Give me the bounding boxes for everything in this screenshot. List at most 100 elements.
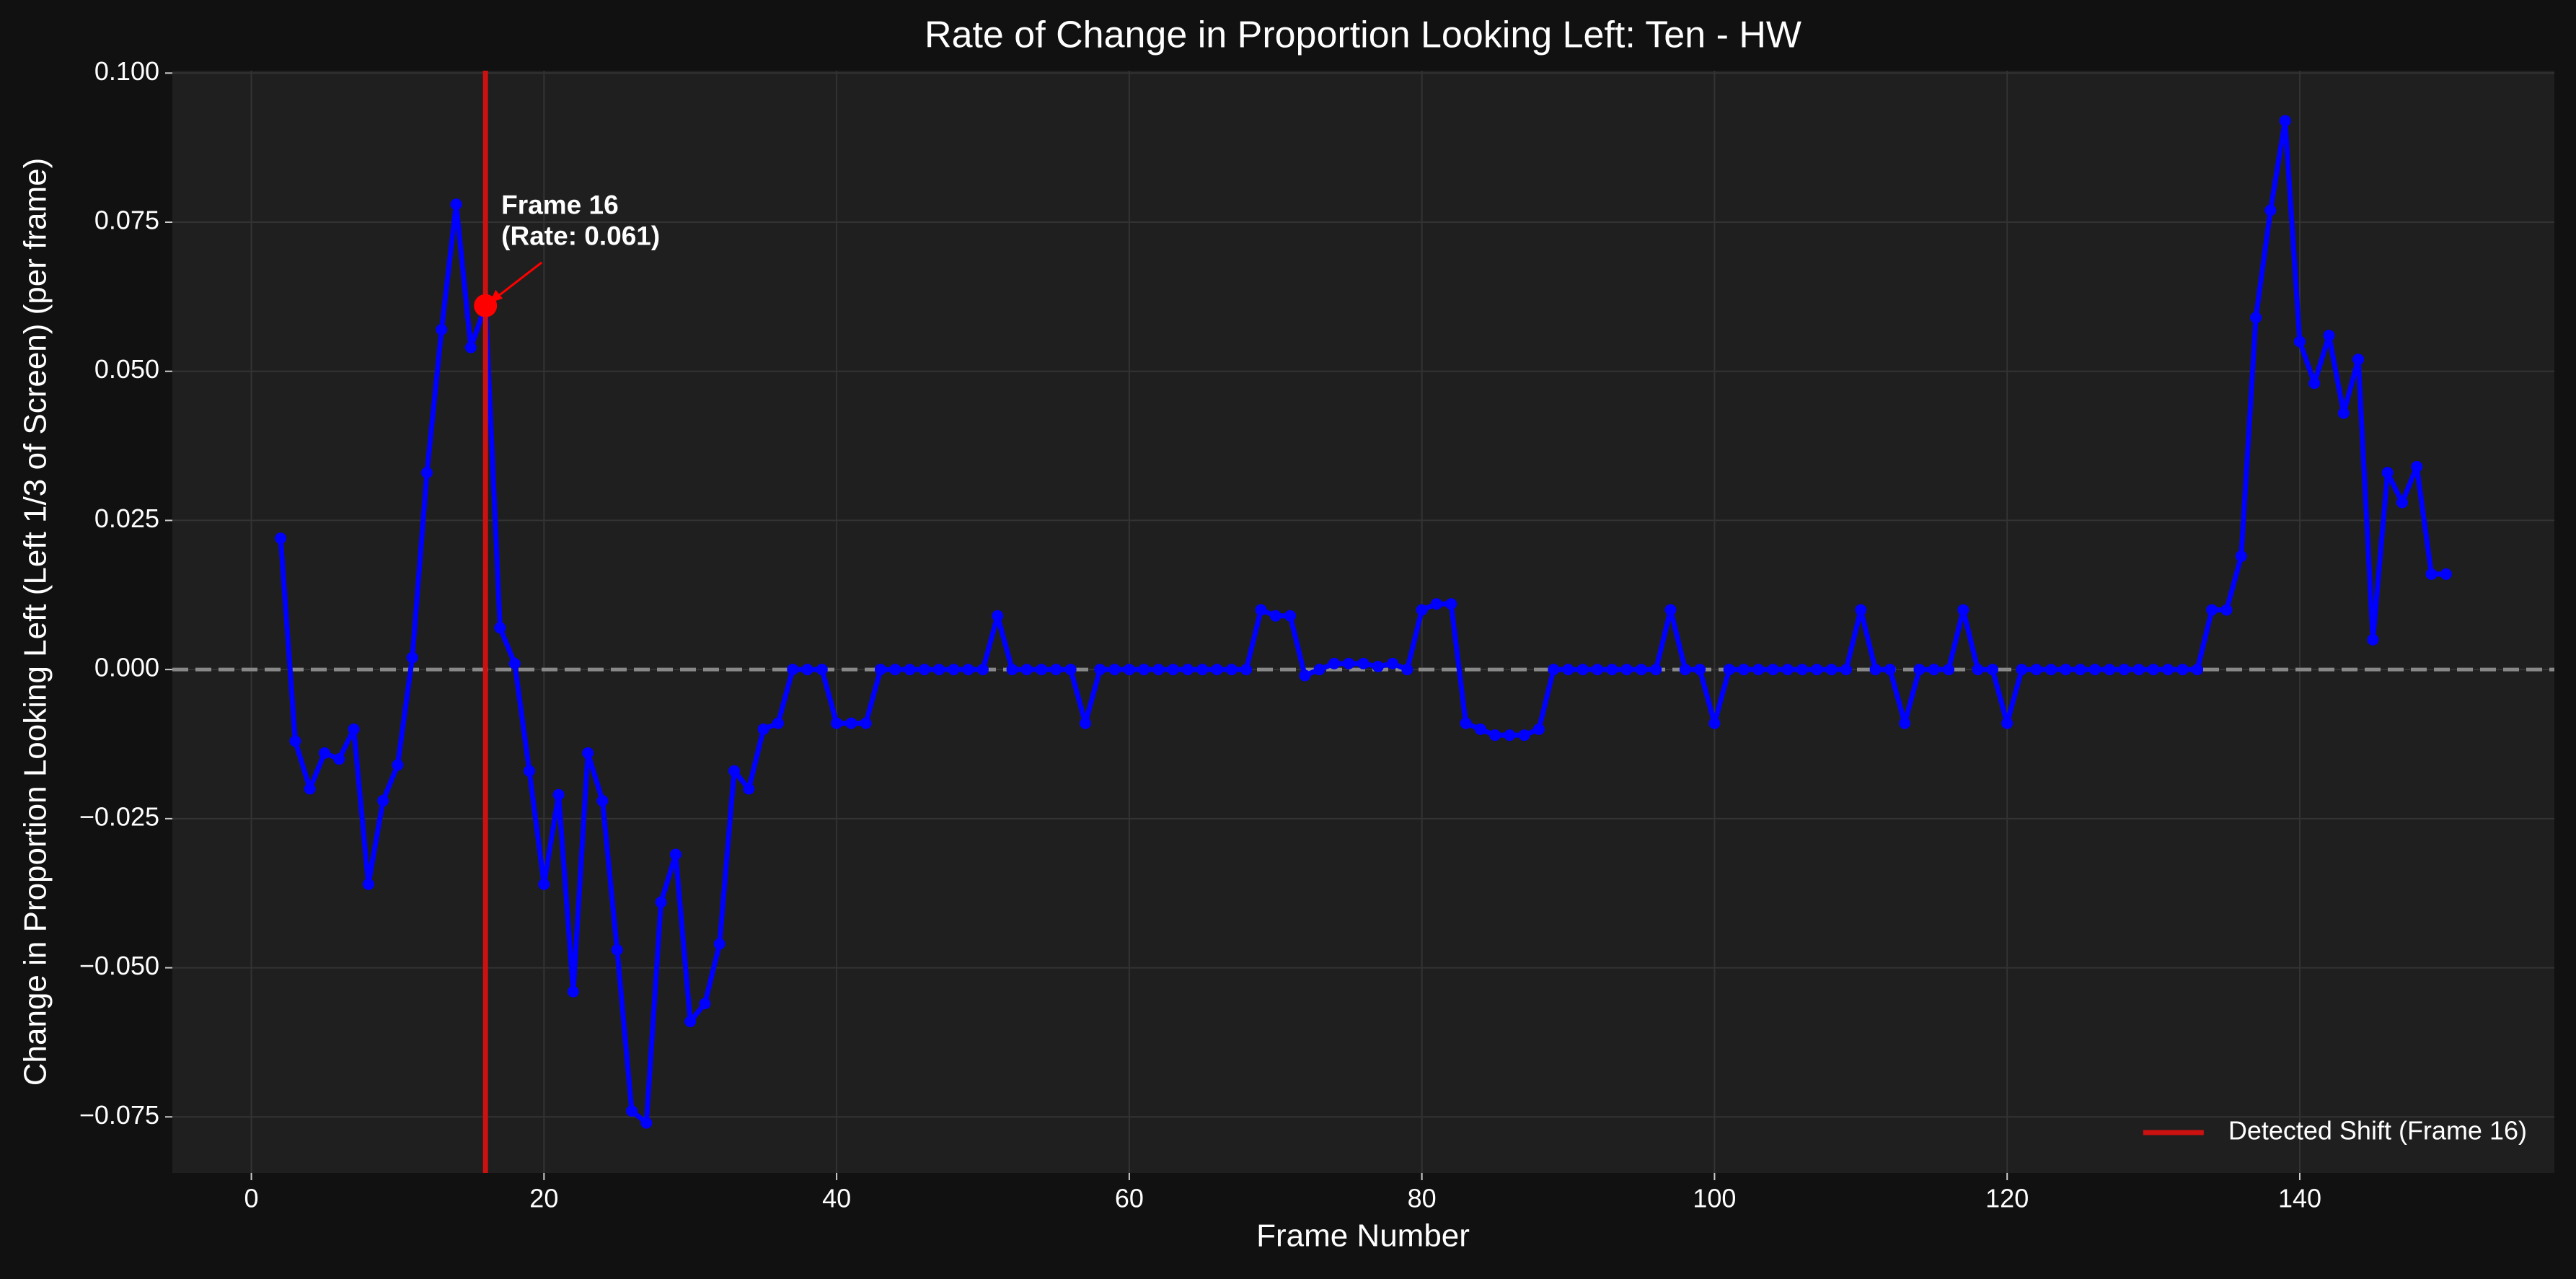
data-point [889,664,901,676]
data-point [757,723,769,735]
data-point [1255,604,1267,616]
x-tick-label: 100 [1693,1184,1736,1213]
data-point [464,341,477,353]
data-point [552,788,565,801]
data-point [2337,407,2350,419]
data-point [816,664,828,676]
data-point [1269,610,1282,622]
data-point [1064,664,1077,676]
y-tick-label: 0.100 [94,56,159,86]
data-point [567,985,579,998]
data-point [2411,461,2423,473]
data-point [1928,664,1940,676]
data-point [1006,664,1018,676]
y-tick-label: −0.025 [79,801,159,831]
data-point [1606,664,1618,676]
y-tick-label: −0.075 [79,1100,159,1130]
data-point [2191,664,2203,676]
data-point [494,622,506,634]
data-point [2264,204,2277,216]
data-point [1050,664,1062,676]
x-tick-label: 140 [2278,1184,2321,1213]
data-point [1723,664,1735,676]
data-point [1825,664,1838,676]
data-point [1679,664,1691,676]
data-point [801,664,813,676]
data-point [1416,604,1428,616]
data-point [772,717,784,729]
data-point [392,759,404,771]
data-point [1620,664,1633,676]
y-axis-label: Change in Proportion Looking Left (Left … [18,158,53,1086]
data-point [655,896,667,908]
data-point [626,1105,638,1117]
data-point [508,657,521,669]
data-point [275,532,287,545]
data-point [421,467,433,479]
data-point [1372,661,1384,673]
data-point [2176,664,2189,676]
data-point [1957,604,1970,616]
data-point [1357,657,1369,669]
x-tick-label: 20 [529,1184,558,1213]
data-point [1694,664,1706,676]
data-point [1211,664,1223,676]
data-point [640,1117,653,1129]
data-point [2016,664,2028,676]
data-point [319,747,331,759]
data-point [976,664,989,676]
annotation-text: (Rate: 0.061) [501,221,660,251]
data-point [2323,330,2335,342]
data-point [2396,496,2408,509]
data-point [2104,664,2116,676]
data-point [669,848,682,861]
y-tick-label: 0.025 [94,504,159,533]
data-point [1532,723,1545,735]
data-point [2148,664,2160,676]
data-point [918,664,930,676]
data-point [2381,467,2394,479]
data-point [1752,664,1765,676]
data-point [1913,664,1926,676]
data-point [362,878,374,890]
data-point [436,323,448,335]
data-point [450,198,462,211]
data-point [1943,664,1955,676]
data-point [2045,664,2057,676]
data-point [933,664,945,676]
data-point [1401,664,1413,676]
data-point [1474,723,1486,735]
data-point [1123,664,1135,676]
chart-title: Rate of Change in Proportion Looking Lef… [925,14,1801,56]
data-point [2367,633,2379,646]
data-point [1884,664,1896,676]
annotation-text: Frame 16 [501,190,619,220]
data-point [1152,664,1165,676]
data-point [2074,664,2086,676]
data-point [1080,717,1092,729]
data-point [1664,604,1677,616]
data-point [1592,664,1604,676]
data-point [1343,657,1355,669]
data-point [1299,669,1311,682]
data-point [2162,664,2174,676]
x-tick-label: 0 [244,1184,259,1213]
y-tick-label: −0.050 [79,951,159,980]
data-point [1225,664,1238,676]
data-point [1972,664,1984,676]
annotation-arrowhead [490,289,503,303]
data-point [1196,664,1209,676]
data-point [1430,598,1442,610]
data-point [348,723,360,735]
data-point [2279,115,2291,127]
data-point [831,717,843,729]
data-point [2206,604,2218,616]
x-axis-label: Frame Number [1256,1218,1470,1254]
data-point [1094,664,1106,676]
data-point [2118,664,2130,676]
data-point [787,664,799,676]
data-point [304,783,316,795]
data-point [992,610,1004,622]
data-point [1986,664,1998,676]
data-point [1240,664,1253,676]
